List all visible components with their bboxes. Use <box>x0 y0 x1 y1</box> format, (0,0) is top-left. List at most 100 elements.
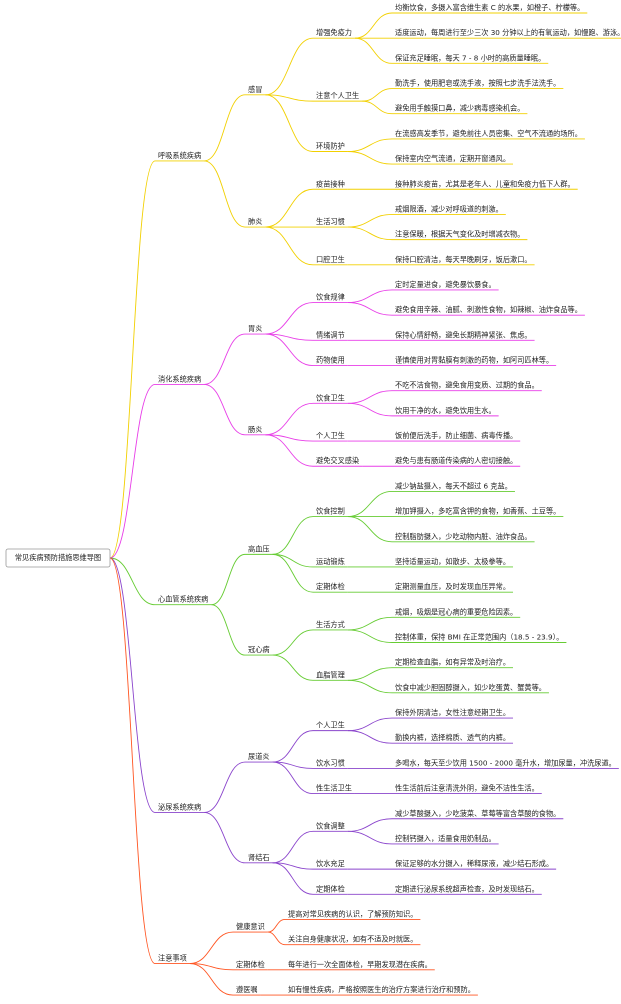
connector <box>265 402 314 436</box>
leaf-label: 定期测量血压，及时发现血压异常。 <box>395 582 510 591</box>
leaf-label: 保持心情舒畅，避免长期精神紧张、焦虑。 <box>395 330 532 339</box>
connector <box>347 717 393 732</box>
node-label: 口腔卫生 <box>316 255 345 264</box>
leaf-label: 坚持适量运动，如散步、太极拳等。 <box>395 557 510 566</box>
node-label: 肾结石 <box>248 853 270 862</box>
connector <box>354 12 393 39</box>
leaf-label: 多喝水，每天至少饮用 1500 - 2000 毫升水，增加尿量，冲洗尿道。 <box>395 758 616 767</box>
node-label: 情绪调节 <box>316 330 345 339</box>
node-label: 生活方式 <box>316 620 345 629</box>
node-label: 饮水充足 <box>316 859 345 868</box>
leaf-label: 提高对常见疾病的认识，了解预防知识。 <box>288 909 417 918</box>
node-label: 避免交叉感染 <box>316 456 359 465</box>
connector <box>347 818 393 832</box>
node-label: 疫苗接种 <box>316 179 345 188</box>
node-label: 定期体检 <box>316 884 345 893</box>
leaf-label: 勤换内裤，选择棉质、透气的内裤。 <box>395 733 510 742</box>
connector <box>347 402 393 417</box>
leaf-label: 控制钙摄入，适量食用奶制品。 <box>395 834 496 843</box>
connector <box>347 490 393 518</box>
connector <box>362 100 393 115</box>
node-label: 环境防护 <box>316 141 345 150</box>
node-label: 增强免疫力 <box>316 28 352 37</box>
connector <box>347 516 393 543</box>
leaf-label: 接种肺炎疫苗，尤其是老年人、儿童和免疫力低下人群。 <box>395 179 575 188</box>
node-label: 定期体检 <box>236 960 265 969</box>
connector <box>204 812 246 864</box>
leaf-label: 每年进行一次全面体检，早期发现潜在疾病。 <box>288 960 432 969</box>
connector <box>204 160 246 228</box>
connector <box>347 629 393 643</box>
connector <box>265 434 314 467</box>
connector <box>265 94 314 102</box>
node-label: 饮食卫生 <box>316 393 345 402</box>
node-label: 肠炎 <box>248 425 262 434</box>
leaf-label: 减少草酸摄入，少吃菠菜、草莓等富含草酸的食物。 <box>395 809 560 818</box>
root-title: 常见疾病预防措施思维导图 <box>15 553 101 562</box>
leaf-label: 适度运动，每周进行至少三次 30 分钟以上的有氧运动，如慢跑、游泳。 <box>395 28 621 37</box>
leaf-label: 保证足够的水分摄入，稀释尿液，减少结石形成。 <box>395 859 553 868</box>
node-label: 泌尿系统疾病 <box>158 802 201 811</box>
connector <box>272 516 314 555</box>
connector <box>204 94 246 162</box>
leaf-label: 保证充足睡眠，每天 7 - 8 小时的高质量睡眠。 <box>395 53 545 62</box>
connector <box>272 629 314 656</box>
connector <box>267 919 286 933</box>
leaf-label: 不吃不洁食物，避免食用变质、过期的食品。 <box>395 381 539 390</box>
leaf-label: 避免与患有肠道传染病的人密切接触。 <box>395 456 517 465</box>
node-label: 心血管系统疾病 <box>158 595 208 604</box>
node-label: 尿道炎 <box>248 752 270 761</box>
node-label: 饮食规律 <box>316 293 345 302</box>
connector <box>189 963 234 996</box>
node-label: 胃炎 <box>248 324 262 333</box>
leaf-label: 饮食中减少胆固醇摄入，如少吃蛋黄、蟹黄等。 <box>395 683 546 692</box>
root-box <box>5 548 111 568</box>
connector <box>109 557 156 813</box>
leaf-label: 定期检查血脂，如有异常及时治疗。 <box>395 658 510 667</box>
connector <box>272 761 314 795</box>
connector <box>347 390 393 404</box>
connector <box>204 383 246 436</box>
connector <box>347 830 393 845</box>
leaf-label: 减少钠盐摄入，每天不超过 6 克盐。 <box>395 481 512 490</box>
node-label: 药物使用 <box>316 356 345 365</box>
leaf-label: 谨慎使用对胃黏膜有刺激的药物，如阿司匹林等。 <box>395 356 553 365</box>
leaf-label: 性生活前后注意清洗外阴，避免不洁性生活。 <box>395 784 539 793</box>
connector <box>272 654 314 681</box>
connector <box>265 333 314 366</box>
connector <box>347 213 393 228</box>
node-label: 健康意识 <box>236 922 265 931</box>
connector <box>265 188 314 228</box>
leaf-label: 增加钾摄入，多吃富含钾的食物，如香蕉、土豆等。 <box>395 507 560 516</box>
leaf-label: 保持室内空气流通，定期开窗通风。 <box>395 154 510 163</box>
leaf-label: 在流感高发季节，避免前往人员密集、空气不流通的场所。 <box>395 129 582 138</box>
node-label: 冠心病 <box>248 645 270 654</box>
node-label: 个人卫生 <box>316 721 345 730</box>
node-label: 肺炎 <box>248 217 262 226</box>
connector <box>347 679 393 694</box>
connector <box>265 94 314 152</box>
node-label: 感冒 <box>248 85 262 94</box>
leaf-label: 戒烟限酒，减少对呼吸道的刺激。 <box>395 204 503 213</box>
connector <box>267 931 286 946</box>
node-label: 注意个人卫生 <box>316 91 359 100</box>
leaf-label: 饭前便后洗手，防止细菌、病毒传播。 <box>395 431 517 440</box>
connector <box>347 616 393 631</box>
leaf-label: 关注自身健康状况，如有不适及时就医。 <box>288 935 417 944</box>
node-label: 饮水习惯 <box>316 758 345 767</box>
connector <box>109 383 156 559</box>
connector <box>347 151 393 165</box>
node-label: 高血压 <box>248 544 270 553</box>
connector <box>109 557 156 606</box>
connector <box>265 302 314 335</box>
leaf-label: 勤洗手，使用肥皂或洗手液，按照七步洗手法洗手。 <box>395 79 560 88</box>
leaf-label: 避免用手触摸口鼻，减少病毒感染机会。 <box>395 104 524 113</box>
node-label: 血脂管理 <box>316 670 345 679</box>
connectors <box>109 12 393 996</box>
node-label: 注意事项 <box>158 954 187 963</box>
leaf-label: 定时定量进食，避免暴饮暴食。 <box>395 280 496 289</box>
connector <box>272 830 314 864</box>
connector <box>347 138 393 152</box>
connector <box>265 37 314 96</box>
